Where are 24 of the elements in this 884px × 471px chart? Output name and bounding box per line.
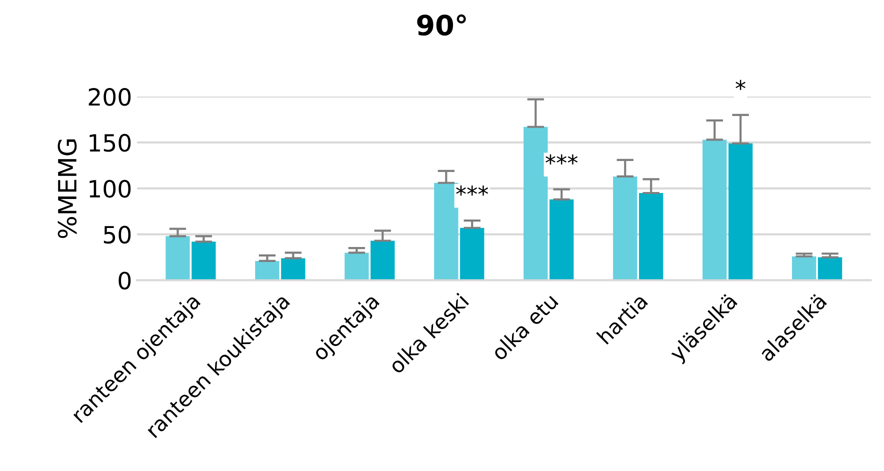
y-tick-label: 200 [88,88,131,106]
bar [728,143,753,280]
bar [613,176,638,280]
bar [255,260,280,280]
chart-title: 90° [417,14,466,36]
y-axis-title: %MEMG [58,139,77,238]
annotation: * [736,80,746,90]
y-tick-label: 150 [90,134,131,152]
bar [460,228,484,280]
x-tick-label: olka etu [490,292,559,362]
bar [192,242,216,280]
annotation: *** [546,154,578,164]
bar [344,252,369,280]
bar [166,236,190,280]
annotation: *** [456,186,488,196]
bar [281,258,306,280]
y-tick-label: 0 [118,272,131,290]
y-tick-label: 50 [104,226,131,244]
bar [370,240,395,280]
bar [550,199,574,280]
y-tick-label: 100 [90,180,131,198]
bar [638,192,664,280]
bar [702,140,727,280]
bar [792,256,816,280]
